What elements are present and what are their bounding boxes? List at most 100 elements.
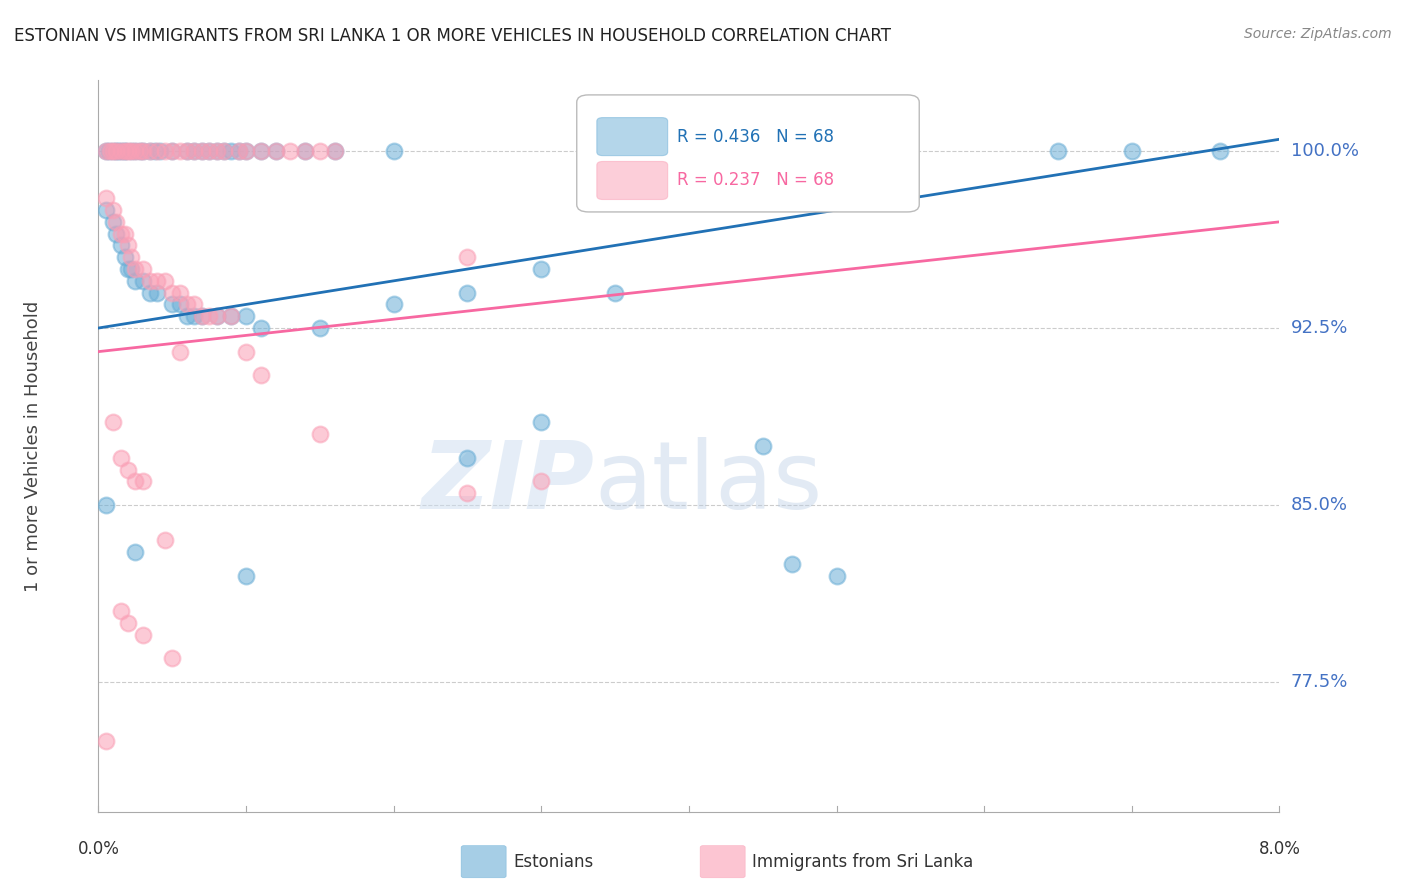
Text: R = 0.436   N = 68: R = 0.436 N = 68 bbox=[678, 128, 834, 145]
Point bbox=[250, 144, 273, 158]
Point bbox=[110, 144, 132, 158]
Point bbox=[153, 274, 176, 288]
Text: Estonians: Estonians bbox=[513, 853, 593, 871]
Point bbox=[110, 604, 132, 618]
Point bbox=[146, 144, 169, 158]
Point bbox=[169, 344, 191, 359]
Point bbox=[456, 250, 478, 264]
Point bbox=[124, 262, 146, 277]
Point bbox=[190, 310, 214, 324]
Point bbox=[264, 144, 287, 158]
Point bbox=[294, 144, 316, 158]
Point bbox=[205, 144, 228, 158]
Point bbox=[110, 227, 132, 241]
Point bbox=[176, 144, 198, 158]
Point bbox=[103, 416, 125, 430]
Point bbox=[190, 310, 214, 324]
Point bbox=[190, 144, 214, 158]
Point bbox=[530, 475, 553, 489]
Point bbox=[103, 144, 125, 158]
FancyBboxPatch shape bbox=[576, 95, 920, 212]
Point bbox=[1209, 144, 1232, 158]
Point bbox=[132, 262, 155, 277]
Text: ESTONIAN VS IMMIGRANTS FROM SRI LANKA 1 OR MORE VEHICLES IN HOUSEHOLD CORRELATIO: ESTONIAN VS IMMIGRANTS FROM SRI LANKA 1 … bbox=[14, 27, 891, 45]
Point bbox=[117, 238, 139, 252]
Point bbox=[176, 310, 198, 324]
Point bbox=[382, 144, 405, 158]
Point bbox=[105, 144, 128, 158]
Point bbox=[146, 274, 169, 288]
Point bbox=[264, 144, 287, 158]
Point bbox=[117, 462, 139, 476]
Point bbox=[132, 475, 155, 489]
Point bbox=[105, 144, 128, 158]
Point bbox=[124, 144, 146, 158]
Point bbox=[98, 144, 121, 158]
Point bbox=[1046, 144, 1069, 158]
Point bbox=[796, 144, 818, 158]
Point bbox=[198, 144, 221, 158]
Point bbox=[103, 202, 125, 217]
Point bbox=[169, 144, 191, 158]
Point bbox=[117, 262, 139, 277]
Point bbox=[323, 144, 346, 158]
Point bbox=[132, 628, 155, 642]
Point bbox=[143, 144, 166, 158]
Point bbox=[308, 144, 332, 158]
Text: 77.5%: 77.5% bbox=[1291, 673, 1348, 691]
Point bbox=[110, 450, 132, 465]
Point bbox=[183, 310, 205, 324]
Point bbox=[94, 498, 117, 512]
Point bbox=[219, 310, 242, 324]
Point bbox=[294, 144, 316, 158]
Point bbox=[162, 285, 183, 300]
Point bbox=[456, 450, 478, 465]
Point bbox=[235, 568, 257, 582]
Text: atlas: atlas bbox=[595, 436, 823, 529]
Text: 8.0%: 8.0% bbox=[1258, 840, 1301, 858]
Point bbox=[176, 297, 198, 311]
Point bbox=[183, 144, 205, 158]
Point bbox=[456, 486, 478, 500]
Point bbox=[212, 144, 235, 158]
Text: 0.0%: 0.0% bbox=[77, 840, 120, 858]
Point bbox=[782, 557, 804, 571]
Point bbox=[751, 439, 773, 453]
Point bbox=[382, 297, 405, 311]
Point bbox=[124, 274, 146, 288]
Point bbox=[308, 321, 332, 335]
Point bbox=[139, 285, 162, 300]
Point bbox=[124, 475, 146, 489]
Point bbox=[94, 202, 117, 217]
Point bbox=[132, 144, 155, 158]
Point bbox=[103, 144, 125, 158]
Text: R = 0.237   N = 68: R = 0.237 N = 68 bbox=[678, 171, 834, 189]
Text: 85.0%: 85.0% bbox=[1291, 496, 1347, 514]
Point bbox=[153, 144, 176, 158]
FancyBboxPatch shape bbox=[596, 118, 668, 155]
Point bbox=[128, 144, 150, 158]
Point bbox=[323, 144, 346, 158]
Point bbox=[205, 310, 228, 324]
Point bbox=[128, 144, 150, 158]
Point bbox=[105, 227, 128, 241]
Point bbox=[124, 144, 146, 158]
Point bbox=[105, 215, 128, 229]
FancyBboxPatch shape bbox=[596, 161, 668, 200]
Point bbox=[825, 568, 848, 582]
Text: ZIP: ZIP bbox=[422, 436, 595, 529]
Point bbox=[112, 144, 135, 158]
Point bbox=[205, 144, 228, 158]
Point bbox=[114, 144, 136, 158]
Point bbox=[139, 274, 162, 288]
Point bbox=[94, 144, 117, 158]
Point bbox=[149, 144, 172, 158]
Point bbox=[228, 144, 250, 158]
Point bbox=[124, 545, 146, 559]
Point bbox=[169, 297, 191, 311]
Point bbox=[107, 144, 129, 158]
Point bbox=[235, 344, 257, 359]
Point bbox=[120, 262, 142, 277]
Point bbox=[235, 144, 257, 158]
Point bbox=[250, 321, 273, 335]
